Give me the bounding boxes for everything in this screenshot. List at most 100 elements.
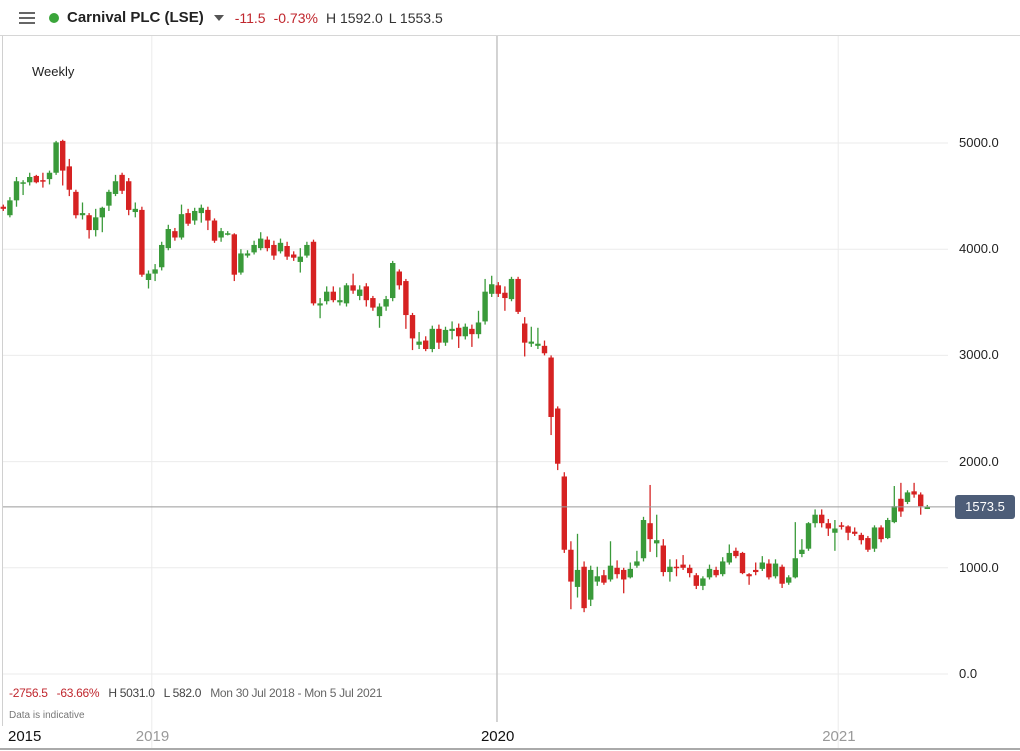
session-high: H 1592.0 — [325, 9, 383, 26]
candle-down — [522, 323, 528, 343]
candle-up — [489, 284, 495, 294]
candle-up — [607, 565, 614, 580]
y-axis-tick-label: 2000.0 — [959, 453, 999, 469]
instrument-dropdown-caret-icon[interactable] — [213, 14, 224, 21]
candle-down — [838, 525, 845, 527]
candle-up — [528, 341, 534, 344]
candle-down — [878, 527, 884, 540]
candle-up — [792, 558, 798, 578]
candle-down — [561, 476, 567, 550]
candle-down — [350, 285, 356, 291]
candle-up — [251, 244, 257, 253]
candle-up — [667, 566, 673, 573]
candlestick-chart[interactable] — [0, 36, 1020, 748]
range-change: -2756.5 — [9, 686, 48, 700]
candle-up — [429, 328, 435, 350]
session-low: L 1553.5 — [388, 9, 443, 26]
x-axis-tick-label: 2015 — [8, 728, 42, 745]
candle-up — [805, 523, 812, 549]
candle-up — [706, 568, 713, 578]
candle-up — [535, 343, 541, 346]
candle-down — [33, 175, 39, 183]
candle-down — [40, 180, 46, 182]
candle-up — [13, 181, 20, 201]
candle-down — [825, 523, 831, 529]
candle-up — [112, 181, 119, 194]
candle-down — [403, 281, 409, 316]
candle-down — [264, 239, 270, 249]
candle-down — [779, 566, 785, 584]
candle-down — [898, 498, 904, 512]
candle-up — [132, 208, 138, 213]
instrument-title[interactable]: Carnival PLC (LSE) — [67, 9, 204, 26]
candle-down — [231, 234, 237, 275]
candle-up — [53, 142, 59, 173]
candle-down — [548, 357, 554, 417]
candle-down — [621, 569, 627, 580]
candle-down — [185, 213, 191, 224]
candle-down — [502, 292, 508, 299]
chart-header: Carnival PLC (LSE) -11.5 -0.73% H 1592.0… — [0, 0, 1020, 36]
candle-down — [86, 215, 92, 231]
candle-up — [152, 269, 158, 274]
candle-down — [819, 514, 825, 524]
candle-down — [673, 566, 680, 569]
y-axis-tick-label: 0.0 — [959, 666, 978, 681]
candle-up — [799, 549, 805, 554]
candle-down — [423, 340, 429, 350]
candle-up — [449, 328, 455, 331]
candle-up — [700, 578, 706, 586]
candle-down — [73, 191, 79, 216]
candle-up — [786, 577, 792, 583]
candle-up — [726, 552, 732, 563]
candle-down — [60, 140, 66, 171]
candle-down — [555, 408, 561, 464]
candle-up — [759, 562, 765, 569]
candle-down — [172, 231, 178, 238]
candle-down — [66, 166, 72, 190]
candle-up — [317, 303, 323, 306]
candle-up — [79, 213, 86, 216]
hamburger-menu-icon[interactable] — [19, 9, 35, 27]
range-change-percent: -63.66% — [56, 686, 100, 700]
candle-down — [363, 286, 369, 301]
candle-up — [390, 263, 396, 299]
candle-down — [469, 328, 475, 335]
candle-up — [832, 528, 838, 533]
candle-up — [442, 329, 449, 343]
candle-down — [581, 566, 587, 609]
candle-down — [126, 181, 132, 210]
candle-up — [218, 231, 224, 238]
candle-down — [647, 523, 653, 540]
candle-down — [495, 285, 501, 294]
candle-down — [409, 315, 416, 339]
candle-up — [304, 244, 310, 256]
candle-up — [225, 233, 231, 235]
time-axis-scrollbar[interactable] — [0, 748, 1020, 750]
candle-down — [614, 567, 620, 575]
candle-down — [766, 563, 772, 578]
candle-up — [258, 238, 264, 249]
chart-left-border — [2, 36, 3, 726]
candle-up — [7, 200, 13, 216]
candle-down — [205, 209, 211, 221]
candle-down — [693, 575, 699, 586]
range-high: H 5031.0 — [108, 686, 155, 700]
candle-up — [812, 514, 818, 524]
candle-up — [244, 253, 251, 256]
candle-up — [192, 210, 198, 221]
candle-down — [211, 220, 218, 241]
candle-up — [165, 229, 171, 249]
x-axis-tick-label: 2021 — [822, 728, 856, 745]
current-price-label: 1573.5 — [955, 495, 1015, 519]
candle-down — [0, 206, 6, 209]
candle-up — [383, 299, 389, 307]
candle-down — [601, 575, 607, 583]
candle-up — [27, 176, 33, 183]
candle-up — [416, 341, 422, 345]
candle-down — [680, 564, 686, 568]
candle-down — [733, 550, 739, 557]
candle-up — [594, 576, 600, 582]
candle-down — [845, 526, 851, 533]
candle-down — [119, 174, 125, 191]
